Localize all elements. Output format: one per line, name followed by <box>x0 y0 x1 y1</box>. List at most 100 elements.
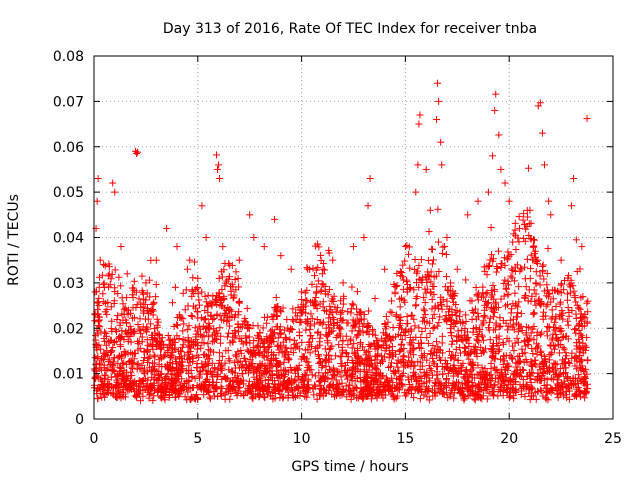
cloud-point <box>94 330 102 338</box>
cloud-point <box>282 344 290 352</box>
cloud-point <box>238 370 246 378</box>
cloud-point <box>349 322 357 330</box>
cloud-point <box>339 386 347 394</box>
cloud-point <box>187 311 195 319</box>
cloud-point <box>283 316 291 324</box>
cloud-point <box>134 360 142 368</box>
cloud-point <box>538 329 546 337</box>
cloud-point <box>483 300 491 308</box>
cloud-point <box>552 313 560 321</box>
data-point <box>438 161 446 169</box>
cloud-point <box>209 338 217 346</box>
cloud-point <box>295 345 303 353</box>
cloud-point <box>225 366 233 374</box>
cloud-point <box>276 394 284 402</box>
cloud-point <box>396 295 404 303</box>
cloud-point <box>195 296 203 304</box>
cloud-point <box>406 347 414 355</box>
cloud-point <box>335 341 343 349</box>
cloud-point <box>154 387 162 395</box>
data-point <box>271 215 279 223</box>
cloud-point <box>491 286 499 294</box>
cloud-point <box>104 376 112 384</box>
cloud-point <box>429 342 437 350</box>
cloud-point <box>120 336 128 344</box>
cloud-point <box>419 274 427 282</box>
y-tick-label: 0.05 <box>53 185 84 201</box>
cloud-point <box>562 388 570 396</box>
cloud-point <box>484 298 492 306</box>
cloud-point <box>120 347 128 355</box>
cloud-point <box>337 310 345 318</box>
cloud-point <box>356 315 364 323</box>
cloud-point <box>457 387 465 395</box>
cloud-point <box>290 317 298 325</box>
cloud-point <box>289 349 297 357</box>
cloud-point <box>180 320 188 328</box>
cloud-point <box>300 353 308 361</box>
cloud-point <box>407 362 415 370</box>
cloud-point <box>107 303 115 311</box>
cloud-point <box>238 337 246 345</box>
cloud-point <box>344 308 352 316</box>
cloud-point <box>516 357 524 365</box>
cloud-point <box>321 386 329 394</box>
cloud-point <box>288 366 296 374</box>
cloud-point <box>529 243 537 251</box>
cloud-point <box>168 345 176 353</box>
cloud-point <box>125 306 133 314</box>
cloud-point <box>347 335 355 343</box>
cloud-point <box>167 353 175 361</box>
cloud-point <box>497 369 505 377</box>
cloud-point <box>528 292 536 300</box>
cloud-point <box>185 322 193 330</box>
cloud-point <box>385 377 393 385</box>
cloud-point <box>523 358 531 366</box>
cloud-point <box>279 385 287 393</box>
cloud-point <box>298 309 306 317</box>
cloud-point <box>129 350 137 358</box>
data-point <box>435 97 443 105</box>
cloud-point <box>201 316 209 324</box>
cloud-point <box>492 334 500 342</box>
cloud-point <box>102 329 110 337</box>
cloud-point <box>452 345 460 353</box>
cloud-point <box>502 370 510 378</box>
cloud-point <box>515 213 523 221</box>
cloud-point <box>568 381 576 389</box>
cloud-point <box>276 374 284 382</box>
cloud-point <box>313 240 321 248</box>
cloud-point <box>137 303 145 311</box>
cloud-point <box>131 377 139 385</box>
cloud-point <box>321 266 329 274</box>
cloud-point <box>348 327 356 335</box>
cloud-point <box>122 377 130 385</box>
cloud-point <box>433 338 441 346</box>
cloud-point <box>254 384 262 392</box>
cloud-point <box>536 366 544 374</box>
cloud-point <box>303 319 311 327</box>
data-point <box>198 202 206 210</box>
cloud-point <box>527 329 535 337</box>
cloud-point <box>113 376 121 384</box>
cloud-point <box>296 318 304 326</box>
cloud-point <box>512 246 520 254</box>
cloud-point <box>397 341 405 349</box>
cloud-point <box>558 383 566 391</box>
cloud-point <box>218 361 226 369</box>
cloud-point <box>377 335 385 343</box>
cloud-point <box>231 311 239 319</box>
cloud-point <box>244 369 252 377</box>
cloud-point <box>128 314 136 322</box>
cloud-point <box>224 346 232 354</box>
cloud-point <box>257 335 265 343</box>
cloud-point <box>104 358 112 366</box>
cloud-point <box>530 256 538 264</box>
cloud-point <box>315 378 323 386</box>
cloud-point <box>186 347 194 355</box>
cloud-point <box>410 362 418 370</box>
cloud-point <box>541 375 549 383</box>
cloud-point <box>128 291 136 299</box>
cloud-point <box>155 367 163 375</box>
